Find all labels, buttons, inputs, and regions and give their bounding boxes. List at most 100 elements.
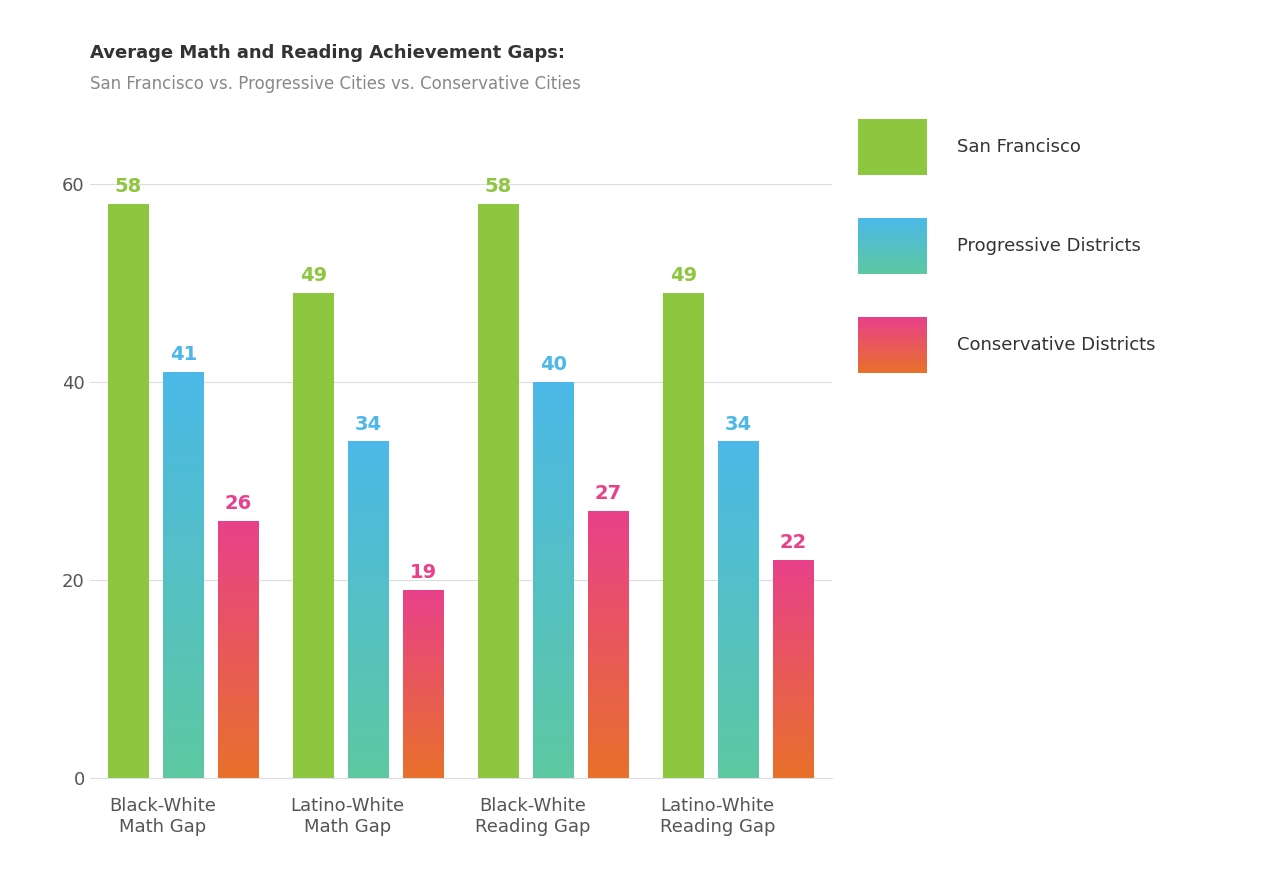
Bar (163, 758, 204, 759)
Bar (477, 221, 520, 224)
Bar (402, 719, 444, 720)
Bar (293, 715, 334, 717)
Bar (477, 758, 520, 761)
Bar (532, 382, 573, 384)
Bar (348, 601, 389, 603)
Bar (663, 523, 704, 526)
Bar (348, 560, 389, 561)
Bar (293, 756, 334, 758)
Bar (348, 761, 389, 763)
Bar (293, 458, 334, 461)
Bar (718, 446, 759, 448)
Bar (773, 660, 814, 661)
Bar (663, 436, 704, 438)
Bar (348, 668, 389, 670)
Bar (402, 660, 444, 661)
Bar (293, 576, 334, 579)
Bar (293, 689, 334, 690)
Bar (402, 638, 444, 639)
Bar (402, 628, 444, 629)
Bar (163, 569, 204, 571)
Bar (108, 591, 148, 594)
Bar (163, 654, 204, 656)
Bar (588, 533, 628, 535)
Bar (293, 628, 334, 630)
Bar (348, 731, 389, 733)
Bar (218, 775, 259, 777)
Bar (218, 735, 259, 736)
Bar (108, 382, 148, 385)
Bar (163, 446, 204, 447)
Bar (588, 673, 628, 674)
Bar (477, 207, 520, 210)
Bar (348, 674, 389, 675)
Bar (402, 767, 444, 768)
Bar (773, 629, 814, 630)
Bar (108, 773, 148, 775)
Bar (532, 671, 573, 673)
Bar (532, 760, 573, 762)
Bar (218, 597, 259, 598)
Bar (532, 457, 573, 460)
Bar (532, 566, 573, 568)
Bar (218, 529, 259, 530)
Bar (402, 692, 444, 693)
Bar (293, 529, 334, 530)
Bar (588, 511, 628, 512)
Bar (477, 692, 520, 695)
Bar (402, 610, 444, 611)
Bar (348, 618, 389, 620)
Bar (163, 729, 204, 731)
Bar (532, 468, 573, 469)
Bar (348, 599, 389, 601)
Bar (402, 675, 444, 676)
Bar (663, 320, 704, 322)
Bar (477, 497, 520, 499)
Bar (218, 645, 259, 647)
Bar (588, 659, 628, 660)
Bar (402, 623, 444, 624)
Bar (663, 775, 704, 778)
Bar (218, 708, 259, 710)
Bar (773, 743, 814, 744)
Bar (163, 518, 204, 521)
Bar (402, 763, 444, 764)
Bar (163, 668, 204, 670)
Bar (588, 517, 628, 519)
Bar (348, 717, 389, 719)
Bar (477, 531, 520, 534)
Bar (477, 606, 520, 608)
Bar (532, 743, 573, 744)
Bar (163, 529, 204, 530)
Bar (532, 637, 573, 639)
Bar (218, 637, 259, 639)
Bar (532, 408, 573, 410)
Bar (108, 207, 148, 210)
Bar (532, 473, 573, 475)
Bar (588, 663, 628, 665)
Bar (773, 630, 814, 631)
Bar (108, 393, 148, 396)
Bar (532, 475, 573, 477)
Bar (663, 705, 704, 707)
Bar (218, 693, 259, 694)
Bar (163, 717, 204, 719)
Bar (532, 620, 573, 621)
Bar (532, 521, 573, 522)
Bar (402, 603, 444, 604)
Bar (532, 665, 573, 667)
Bar (293, 472, 334, 475)
Bar (663, 739, 704, 742)
Bar (108, 368, 148, 370)
Bar (718, 491, 759, 492)
Bar (477, 506, 520, 508)
Bar (663, 632, 704, 635)
Bar (108, 433, 148, 437)
Bar (663, 477, 704, 480)
Bar (348, 659, 389, 660)
Bar (663, 359, 704, 361)
Bar (532, 766, 573, 768)
Bar (718, 482, 759, 484)
Bar (663, 671, 704, 674)
Bar (218, 765, 259, 766)
